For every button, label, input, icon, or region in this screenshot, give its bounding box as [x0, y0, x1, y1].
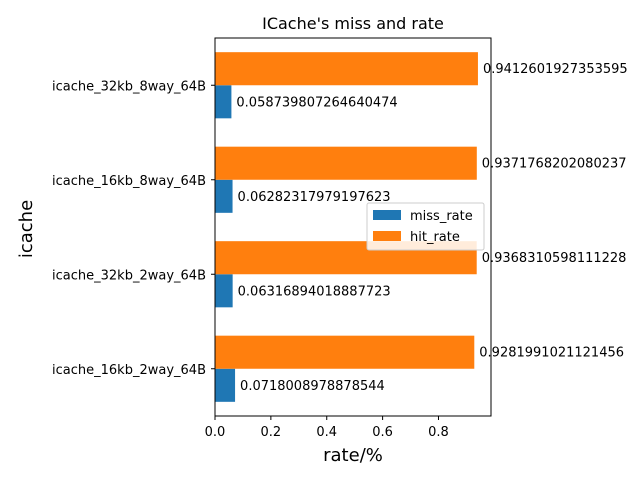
plot-frame [214, 37, 492, 417]
x-tick-label-0: 0.0 [205, 425, 226, 440]
data-label-hit-rate-0: 0.9281991021121456 [479, 346, 624, 361]
legend-swatch-miss-rate [373, 210, 401, 220]
x-axis-label: rate/% [323, 445, 383, 466]
y-tick-label-1: icache_32kb_2way_64B [52, 268, 206, 283]
x-tick-label-2: 0.4 [316, 425, 337, 440]
bar-miss-rate-1 [215, 274, 233, 308]
legend-label-miss-rate: miss_rate [410, 209, 473, 224]
bar-miss-rate-2 [215, 179, 233, 213]
bar-hit-rate-0 [215, 335, 475, 369]
data-label-hit-rate-1: 0.9368310598111228 [482, 251, 627, 266]
x-tick-label-3: 0.6 [372, 425, 393, 440]
y-tick-label-0: icache_16kb_2way_64B [52, 363, 206, 378]
y-axis-label: icache [16, 200, 37, 258]
y-axis-ticks: icache_16kb_2way_64B icache_32kb_2way_64B… [52, 79, 215, 378]
data-labels-layer: 0.0718008978878544 0.06316894018887723 0.0… [236, 62, 627, 394]
legend-label-hit-rate: hit_rate [410, 230, 460, 245]
y-tick-label-2: icache_16kb_8way_64B [52, 174, 206, 189]
chart-title: ICache's miss and rate [262, 14, 444, 33]
data-label-miss-rate-1: 0.06316894018887723 [238, 284, 391, 299]
legend-swatch-hit-rate [373, 231, 401, 241]
data-label-hit-rate-3: 0.9412601927353595 [483, 62, 628, 77]
data-label-miss-rate-2: 0.06282317979197623 [238, 190, 391, 205]
bars-layer [215, 52, 478, 402]
bar-hit-rate-3 [215, 52, 478, 86]
bar-hit-rate-2 [215, 146, 477, 180]
data-label-miss-rate-3: 0.058739807264640474 [236, 95, 397, 110]
bar-miss-rate-3 [215, 85, 232, 119]
y-tick-label-3: icache_32kb_8way_64B [52, 79, 206, 94]
data-label-miss-rate-0: 0.0718008978878544 [240, 379, 385, 394]
bar-miss-rate-0 [215, 368, 236, 402]
x-axis-ticks: 0.0 0.2 0.4 0.6 0.8 [205, 416, 449, 440]
x-tick-label-4: 0.8 [428, 425, 449, 440]
x-tick-label-1: 0.2 [261, 425, 282, 440]
data-label-hit-rate-2: 0.9371768202080237 [482, 157, 627, 172]
legend: miss_rate hit_rate [366, 202, 485, 251]
